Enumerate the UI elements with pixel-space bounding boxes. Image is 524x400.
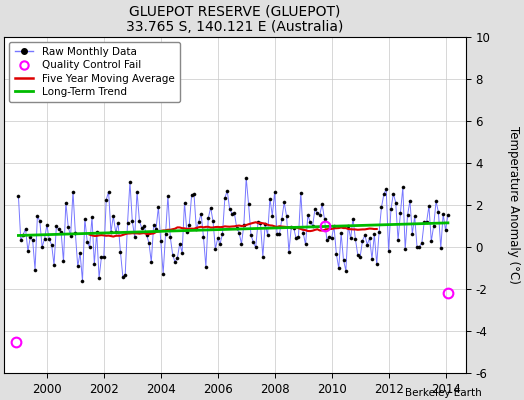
- Y-axis label: Temperature Anomaly (°C): Temperature Anomaly (°C): [507, 126, 520, 284]
- Title: GLUEPOT RESERVE (GLUEPOT)
33.765 S, 140.121 E (Australia): GLUEPOT RESERVE (GLUEPOT) 33.765 S, 140.…: [126, 4, 344, 34]
- Legend: Raw Monthly Data, Quality Control Fail, Five Year Moving Average, Long-Term Tren: Raw Monthly Data, Quality Control Fail, …: [9, 42, 180, 102]
- Text: Berkeley Earth: Berkeley Earth: [406, 388, 482, 398]
